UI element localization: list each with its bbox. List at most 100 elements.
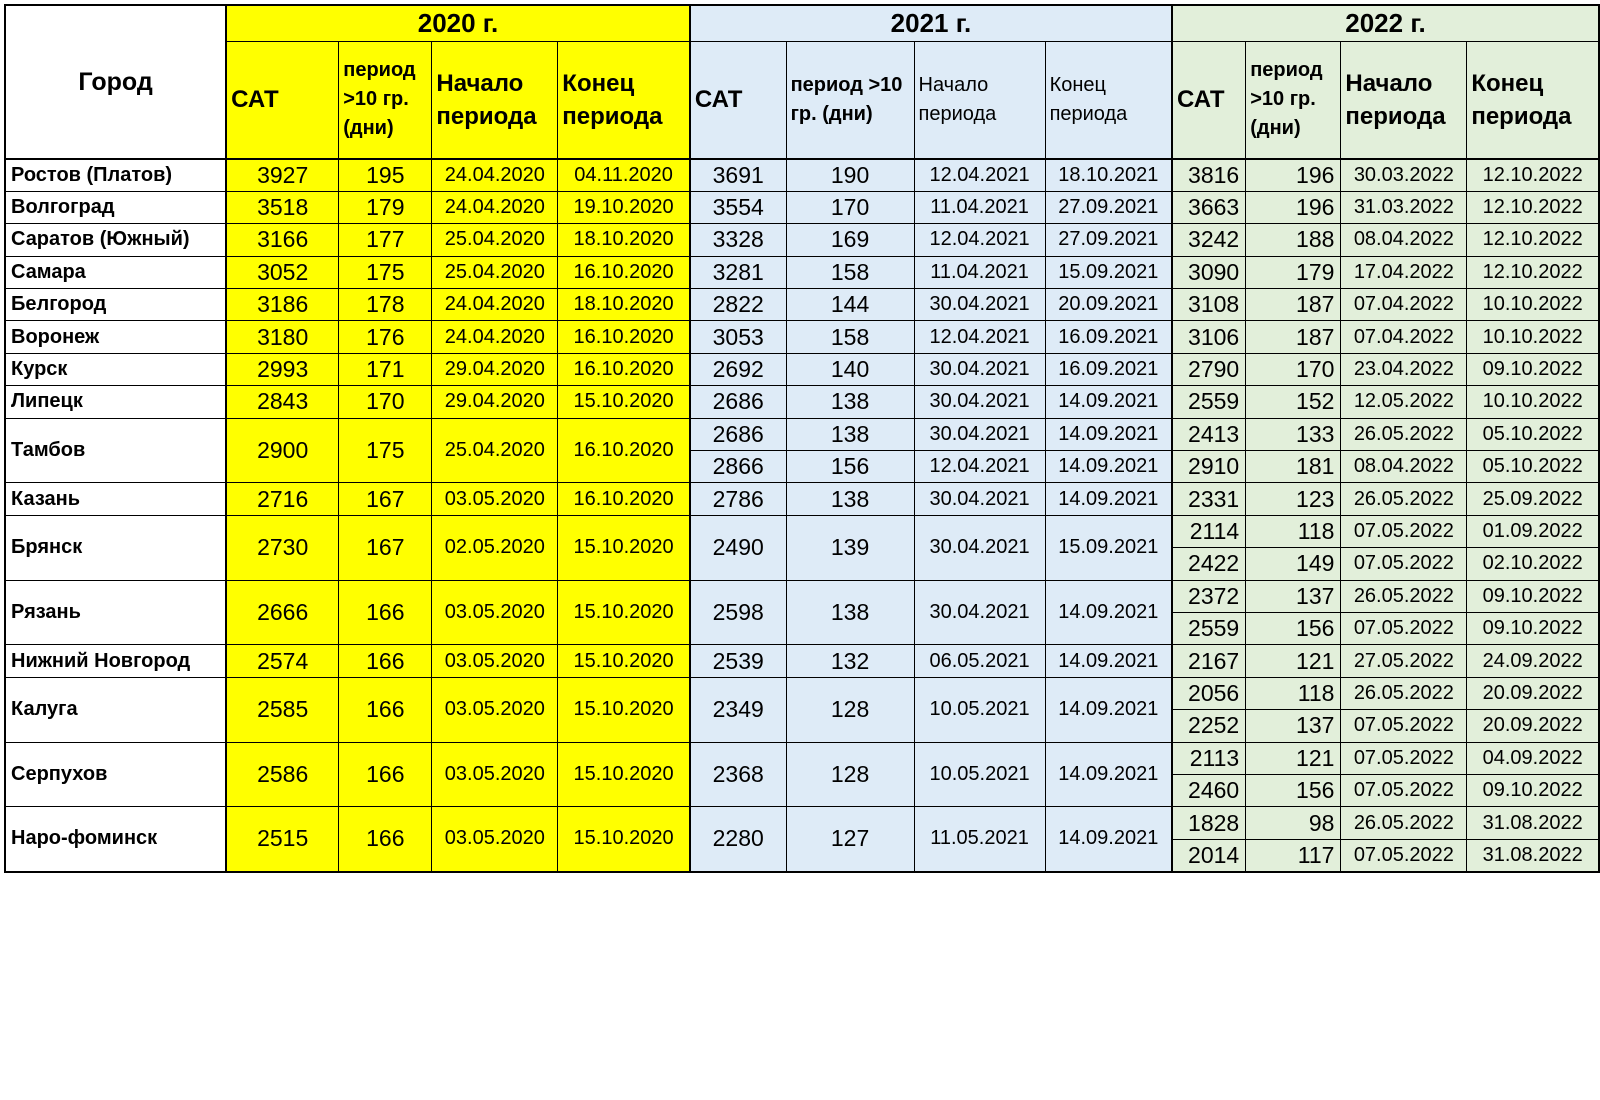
period-days-cell-2022: 156 [1245,773,1342,808]
city-name: Липецк [4,385,227,419]
table-row: Липецк 2843 170 29.04.2020 15.10.2020 2686 138… [4,385,1600,419]
period-days-cell-2021: 144 [785,288,915,322]
sat-cell-2021: 3328 [688,223,787,257]
period-end-cell-2021: 18.10.2021 [1044,158,1173,192]
city-name: Воронеж [4,320,227,354]
period-days-cell-2022: 152 [1245,385,1342,419]
period-end-cell-2020: 18.10.2020 [557,288,691,322]
sat-cell-2022: 3242 [1171,223,1247,257]
sat-cell-2020: 2716 [225,482,340,516]
sat-cell-2022: 3816 [1171,158,1247,192]
period-end-cell-2022: 31.08.2022 [1466,838,1600,873]
period-days-cell-2022: 118 [1245,514,1342,549]
period-start-cell-2021: 30.04.2021 [913,514,1046,581]
col-sat-2020: САТ [225,40,340,160]
period-end-cell-2021: 16.09.2021 [1044,320,1173,354]
period-days-cell-2021: 138 [785,579,915,646]
period-start-cell-2020: 29.04.2020 [431,385,559,419]
col-end-2020: Конец периода [557,40,691,160]
period-end-cell-2022: 20.09.2022 [1466,709,1600,743]
period-end-cell-2021: 14.09.2021 [1044,644,1173,678]
period-end-cell-2021: 14.09.2021 [1044,482,1173,516]
period-start-cell-2022: 07.05.2022 [1340,611,1468,646]
period-start-cell-2022: 07.05.2022 [1340,547,1468,581]
table-row: Наро-фоминск 2515 166 03.05.2020 15.10.2020 2… [4,806,1600,873]
sat-cell-2022: 2413 [1171,417,1247,452]
sat-cell-2020: 3180 [225,320,340,354]
period-days-cell-2022: 196 [1245,190,1342,225]
period-end-cell-2021: 15.09.2021 [1044,255,1173,290]
period-days-cell-2022: 137 [1245,579,1342,613]
table-row: Воронеж 3180 176 24.04.2020 16.10.2020 3053 15… [4,320,1600,354]
table-row: 2422 149 07.05.2022 02.10.2022 [5,547,1600,581]
sat-cell-2021: 3691 [688,158,787,192]
period-start-cell-2021: 10.05.2021 [913,676,1046,743]
period-days-cell-2022: 187 [1245,320,1342,354]
period-days-cell-2021: 190 [785,158,915,192]
city-name: Казань [4,482,227,516]
col-sat-2022: САТ [1171,40,1247,160]
period-days-cell-2020: 177 [338,223,433,257]
sat-cell-2022: 2014 [1171,838,1247,873]
table-row: 2014 117 07.05.2022 31.08.2022 [5,838,1600,873]
period-start-cell-2022: 08.04.2022 [1340,450,1468,484]
sat-cell-2020: 2574 [225,644,340,678]
col-sat-2021: САТ [688,40,787,160]
period-start-cell-2020: 03.05.2020 [431,806,559,873]
period-end-cell-2022: 04.09.2022 [1466,741,1600,775]
sat-cell-2021: 3554 [688,190,787,225]
sat-cell-2022: 2372 [1171,579,1247,613]
table-row: Саратов (Южный) 3166 177 25.04.2020 18.10.20… [4,223,1600,257]
period-start-cell-2020: 24.04.2020 [431,190,559,225]
sat-cell-2022: 1828 [1171,806,1247,840]
sat-cell-2022: 3106 [1171,320,1247,354]
sat-cell-2021: 2349 [688,676,787,743]
period-end-cell-2021: 14.09.2021 [1044,676,1173,743]
period-days-cell-2020: 166 [338,579,433,646]
period-end-cell-2022: 09.10.2022 [1466,773,1600,808]
city-name: Тамбов [4,417,227,484]
sat-cell-2021: 3053 [688,320,787,354]
col-end-2021: Конец периода [1044,40,1173,160]
period-end-cell-2022: 25.09.2022 [1466,482,1600,516]
sat-cell-2022: 3108 [1171,288,1247,322]
table-row: Курск 2993 171 29.04.2020 16.10.2020 2692 140 3… [4,352,1600,387]
period-days-cell-2020: 175 [338,255,433,290]
period-start-cell-2022: 07.04.2022 [1340,320,1468,354]
period-days-cell-2020: 178 [338,288,433,322]
period-start-cell-2022: 23.04.2022 [1340,352,1468,387]
sat-cell-2022: 2056 [1171,676,1247,711]
period-start-cell-2021: 12.04.2021 [913,450,1046,484]
city-name: Брянск [4,514,227,581]
period-days-cell-2022: 121 [1245,644,1342,678]
period-days-cell-2022: 123 [1245,482,1342,516]
period-days-cell-2022: 179 [1245,255,1342,290]
city-name: Белгород [4,288,227,322]
period-days-cell-2021: 128 [785,676,915,743]
sat-cell-2021: 2786 [688,482,787,516]
period-start-cell-2020: 24.04.2020 [431,158,559,192]
table-row: Нижний Новгород 2574 166 03.05.2020 15.10.20… [4,644,1600,678]
period-start-cell-2022: 07.05.2022 [1340,709,1468,743]
period-end-cell-2022: 09.10.2022 [1466,579,1600,613]
period-end-cell-2022: 10.10.2022 [1466,288,1600,322]
period-start-cell-2022: 26.05.2022 [1340,482,1468,516]
sat-cell-2020: 3052 [225,255,340,290]
sat-cell-2020: 3927 [225,158,340,192]
period-start-cell-2022: 26.05.2022 [1340,417,1468,452]
period-end-cell-2020: 04.11.2020 [557,158,691,192]
period-days-cell-2020: 195 [338,158,433,192]
year-2020-header: 2020 г. [225,4,691,42]
table-row: 2460 156 07.05.2022 09.10.2022 [5,773,1600,808]
period-end-cell-2022: 10.10.2022 [1466,320,1600,354]
period-start-cell-2021: 30.04.2021 [913,482,1046,516]
period-end-cell-2020: 15.10.2020 [557,579,691,646]
period-start-cell-2020: 29.04.2020 [431,352,559,387]
period-start-cell-2021: 06.05.2021 [913,644,1046,678]
city-name: Ростов (Платов) [4,158,227,192]
sat-cell-2022: 2559 [1171,385,1247,419]
sat-cell-2020: 3186 [225,288,340,322]
table-row: Рязань 2666 166 03.05.2020 15.10.2020 2598 138… [4,579,1600,646]
period-days-cell-2020: 167 [338,482,433,516]
period-end-cell-2022: 05.10.2022 [1466,417,1600,452]
